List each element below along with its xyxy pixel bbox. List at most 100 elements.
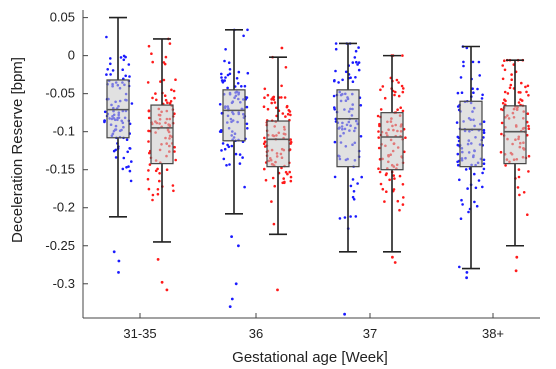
data-point (125, 138, 129, 141)
data-point (477, 179, 481, 182)
data-point (473, 172, 476, 176)
data-point (376, 114, 380, 118)
data-point (457, 163, 460, 167)
data-point (242, 34, 245, 38)
data-point (501, 77, 505, 81)
data-point (235, 77, 239, 80)
outlier-point (160, 280, 164, 284)
data-point (122, 58, 126, 62)
data-point (351, 80, 355, 83)
x-axis-title: Gestational age [Week] (232, 349, 388, 366)
data-point (264, 178, 268, 182)
data-point (472, 91, 475, 94)
data-point (158, 179, 161, 183)
data-point (359, 135, 363, 138)
data-point (245, 122, 249, 126)
data-point (517, 175, 521, 179)
data-point (349, 76, 352, 79)
data-point (481, 185, 484, 189)
data-point (245, 105, 249, 109)
x-tick-label: 36 (249, 326, 263, 341)
box (222, 89, 246, 142)
data-point (464, 168, 468, 171)
data-point (151, 96, 154, 100)
data-point (527, 127, 531, 130)
data-point (228, 163, 231, 166)
data-point (520, 81, 523, 85)
data-point (156, 192, 160, 196)
outlier-point (234, 282, 238, 286)
outlier-point (237, 244, 240, 248)
data-point (482, 120, 486, 123)
data-point (262, 142, 266, 145)
data-point (147, 169, 150, 172)
data-point (227, 61, 231, 64)
outlier-point (343, 312, 346, 316)
x-tick-label: 31-35 (123, 326, 156, 341)
data-point (332, 94, 336, 98)
y-tick-label: -0.25 (45, 238, 75, 253)
data-point (174, 78, 177, 81)
data-point (333, 79, 336, 83)
x-tick-label: 38+ (482, 326, 504, 341)
data-point (221, 142, 225, 145)
outlier-point (230, 235, 234, 239)
data-point (172, 89, 176, 93)
data-point (270, 200, 273, 203)
data-point (482, 136, 485, 139)
data-point (275, 106, 278, 110)
data-point (283, 180, 286, 184)
data-point (266, 107, 270, 111)
data-point (109, 57, 112, 60)
data-point (353, 56, 357, 59)
data-point (103, 110, 107, 114)
outlier-point (156, 258, 160, 261)
data-point (356, 63, 359, 66)
data-point (109, 73, 112, 76)
data-point (280, 84, 283, 88)
data-point (516, 186, 520, 189)
data-point (351, 61, 355, 64)
data-point (289, 140, 293, 144)
data-point (147, 187, 151, 191)
data-point (392, 188, 396, 191)
data-point (397, 81, 400, 84)
data-point (334, 69, 337, 73)
data-point (220, 79, 224, 82)
data-point (455, 121, 459, 124)
data-point (526, 112, 530, 115)
data-point (458, 178, 461, 182)
data-point (121, 68, 124, 71)
data-point (527, 154, 531, 158)
data-point (124, 74, 127, 78)
data-point (129, 179, 133, 183)
data-point (223, 147, 227, 151)
data-point (456, 143, 460, 147)
data-point (379, 182, 383, 186)
data-point (381, 187, 385, 191)
outlier-point (515, 255, 519, 259)
data-point (105, 73, 108, 76)
data-point (404, 136, 407, 139)
outlier-point (230, 297, 234, 301)
data-point (270, 101, 274, 105)
data-point (226, 86, 229, 90)
data-point (527, 124, 530, 128)
box (266, 120, 290, 168)
data-point (349, 215, 352, 218)
data-point (499, 150, 503, 154)
data-point (262, 105, 266, 108)
data-point (158, 172, 161, 175)
data-point (467, 210, 470, 214)
data-point (146, 177, 150, 181)
data-point (381, 85, 385, 88)
outlier-point (228, 305, 232, 308)
data-point (147, 116, 151, 120)
data-point (166, 101, 169, 104)
data-point (263, 167, 266, 171)
data-point (396, 108, 399, 111)
data-point (174, 158, 177, 162)
data-point (527, 170, 530, 173)
data-point (154, 92, 157, 95)
data-point (128, 169, 132, 173)
